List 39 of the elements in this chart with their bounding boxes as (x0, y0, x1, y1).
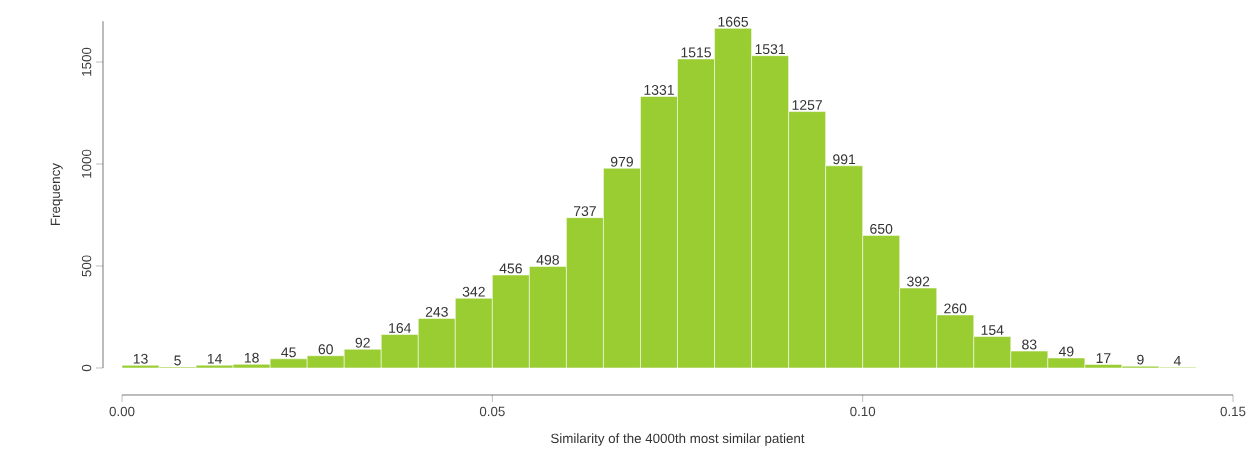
data-label: 1257 (792, 100, 822, 110)
data-label: 243 (425, 306, 448, 317)
data-label: 14 (207, 353, 222, 364)
data-label: 456 (499, 263, 522, 274)
data-label: 392 (907, 276, 930, 287)
data-label: 83 (1022, 339, 1037, 350)
data-label: 18 (244, 352, 259, 363)
data-label: 498 (536, 254, 559, 265)
data-label: 650 (870, 223, 893, 234)
data-label: 60 (318, 344, 333, 355)
data-label: 5 (174, 355, 181, 366)
y-tick-label: 1000 (81, 149, 92, 178)
data-label: 45 (281, 347, 296, 358)
x-tick-label: 0.05 (479, 406, 505, 417)
y-tick-label: 1500 (81, 47, 92, 76)
y-tick-label: 500 (81, 255, 92, 277)
data-label: 49 (1058, 346, 1074, 357)
data-label: 92 (355, 337, 370, 348)
data-label: 979 (610, 156, 633, 167)
data-label: 154 (981, 325, 1004, 335)
data-label: 1665 (718, 16, 749, 27)
x-tick-label: 0.00 (109, 406, 135, 417)
y-tick-label: 0 (81, 364, 92, 372)
x-axis-title: Similarity of the 4000th most similar patient (551, 433, 805, 446)
data-label: 260 (944, 303, 967, 314)
y-axis-title: Frequency (50, 163, 63, 225)
data-label: 13 (133, 353, 148, 364)
data-label: 1531 (755, 44, 785, 55)
data-label: 9 (1137, 354, 1144, 365)
data-label: 1515 (681, 47, 711, 58)
data-label: 737 (573, 206, 596, 217)
data-label: 1331 (644, 84, 674, 95)
x-tick-label: 0.10 (850, 406, 876, 417)
data-label: 4 (1173, 355, 1181, 366)
data-label: 164 (389, 323, 412, 333)
data-label: 17 (1096, 353, 1111, 363)
x-tick-label: 0.15 (1220, 406, 1246, 417)
data-label: 342 (462, 286, 485, 297)
data-label: 991 (833, 154, 856, 165)
